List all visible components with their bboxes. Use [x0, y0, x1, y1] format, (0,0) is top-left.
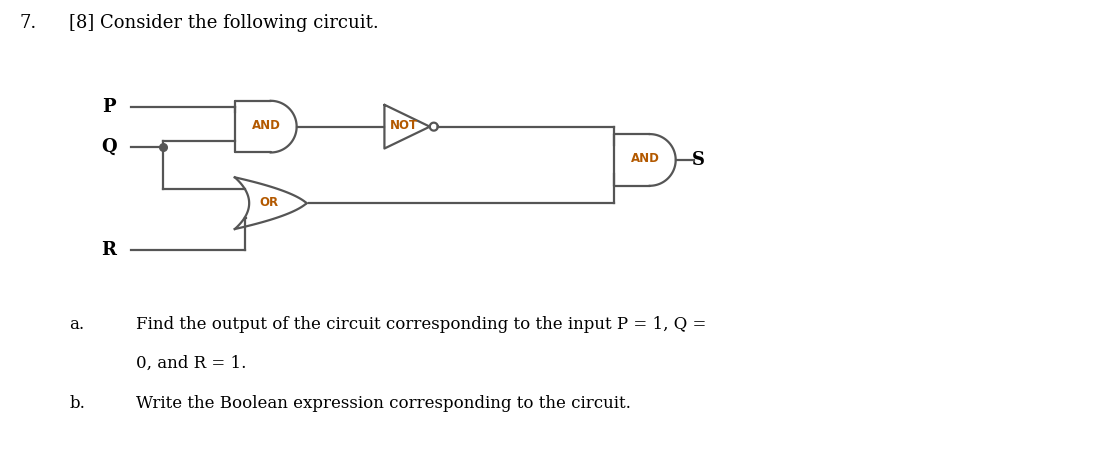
- Text: NOT: NOT: [390, 119, 418, 132]
- Text: 0, and R = 1.: 0, and R = 1.: [136, 355, 247, 372]
- Text: OR: OR: [259, 196, 279, 209]
- Text: Write the Boolean expression corresponding to the circuit.: Write the Boolean expression correspondi…: [136, 395, 630, 412]
- Text: P: P: [103, 98, 116, 116]
- Text: b.: b.: [70, 395, 85, 412]
- Text: a.: a.: [70, 315, 84, 332]
- Text: AND: AND: [252, 119, 281, 132]
- Text: Q: Q: [102, 138, 117, 155]
- Text: AND: AND: [632, 153, 660, 166]
- Text: [8] Consider the following circuit.: [8] Consider the following circuit.: [70, 15, 379, 32]
- Text: Find the output of the circuit corresponding to the input P = 1, Q =: Find the output of the circuit correspon…: [136, 315, 707, 332]
- Text: 7.: 7.: [19, 15, 36, 32]
- Text: S: S: [692, 151, 706, 169]
- Text: R: R: [102, 241, 116, 259]
